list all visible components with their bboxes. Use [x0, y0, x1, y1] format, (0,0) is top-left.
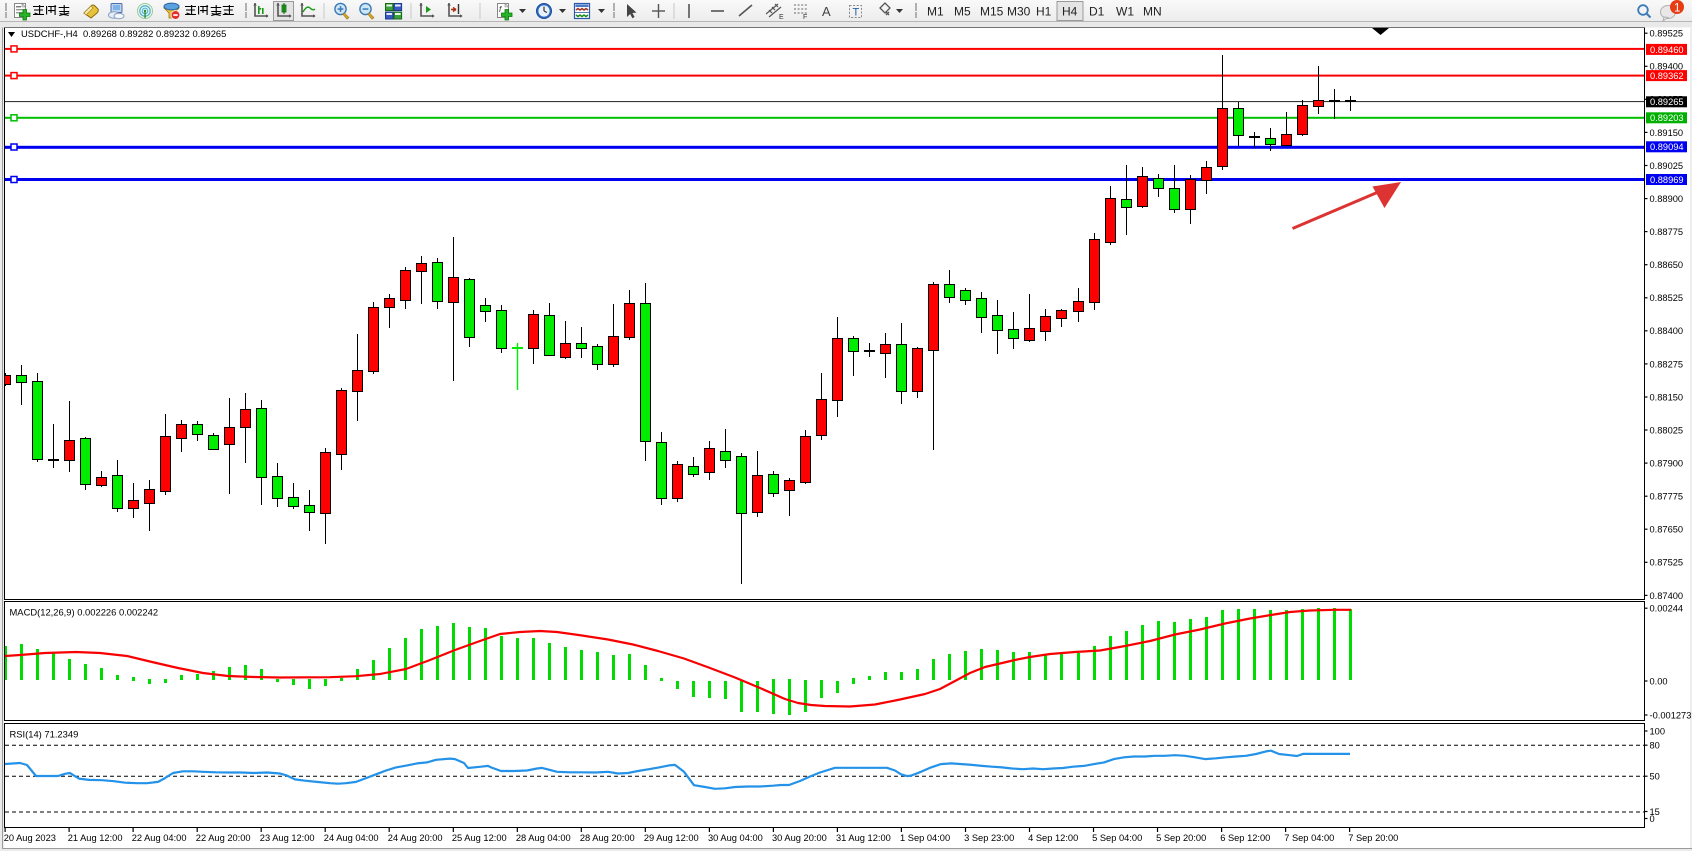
svg-text:0.87775: 0.87775	[1650, 492, 1684, 502]
svg-text:28 Aug 20:00: 28 Aug 20:00	[580, 833, 635, 843]
svg-text:MACD(12,26,9) 0.002226 0.00224: MACD(12,26,9) 0.002226 0.002242	[10, 607, 159, 618]
svg-text:20 Aug 2023: 20 Aug 2023	[4, 833, 56, 843]
svg-text:5 Sep 20:00: 5 Sep 20:00	[1156, 833, 1206, 843]
svg-text:USDCHF-,H4 0.89268 0.89282 0.: USDCHF-,H4 0.89268 0.89282 0.89232 0.892…	[21, 28, 226, 39]
svg-text:M15: M15	[980, 5, 1004, 19]
svg-text:D1: D1	[1089, 5, 1105, 19]
svg-text:5 Sep 04:00: 5 Sep 04:00	[1092, 833, 1142, 843]
svg-text:25 Aug 12:00: 25 Aug 12:00	[452, 833, 507, 843]
svg-text:1: 1	[1674, 3, 1680, 15]
svg-text:0.89025: 0.89025	[1650, 161, 1684, 171]
svg-text:0.87900: 0.87900	[1650, 459, 1684, 469]
svg-text:0.88650: 0.88650	[1650, 260, 1684, 270]
svg-text:0.87400: 0.87400	[1650, 591, 1684, 601]
svg-text:0.88400: 0.88400	[1650, 326, 1684, 336]
svg-text:28 Aug 04:00: 28 Aug 04:00	[516, 833, 571, 843]
svg-text:0.88275: 0.88275	[1650, 359, 1684, 369]
svg-text:0.89150: 0.89150	[1650, 128, 1684, 138]
svg-text:A: A	[822, 4, 831, 19]
svg-text:0.88775: 0.88775	[1650, 227, 1684, 237]
svg-text:80: 80	[1650, 741, 1660, 751]
svg-text:RSI(14) 71.2349: RSI(14) 71.2349	[10, 729, 79, 740]
svg-text:0.89400: 0.89400	[1650, 62, 1684, 72]
svg-text:H1: H1	[1036, 5, 1052, 19]
svg-text:0.00: 0.00	[1650, 676, 1668, 686]
svg-text:24 Aug 20:00: 24 Aug 20:00	[388, 833, 443, 843]
svg-text:M5: M5	[954, 5, 971, 19]
svg-text:15: 15	[1650, 807, 1660, 817]
svg-text:0.89525: 0.89525	[1650, 29, 1684, 39]
svg-text:0.87650: 0.87650	[1650, 525, 1684, 535]
svg-text:0.89362: 0.89362	[1650, 71, 1684, 81]
svg-text:23 Aug 12:00: 23 Aug 12:00	[260, 833, 315, 843]
svg-text:0.88900: 0.88900	[1650, 194, 1684, 204]
svg-text:22 Aug 04:00: 22 Aug 04:00	[132, 833, 187, 843]
svg-text:100: 100	[1650, 726, 1666, 736]
svg-text:-0.001273: -0.001273	[1650, 710, 1692, 720]
svg-text:F: F	[803, 14, 807, 21]
svg-text:0.88525: 0.88525	[1650, 293, 1684, 303]
svg-text:1 Sep 04:00: 1 Sep 04:00	[900, 833, 950, 843]
svg-text:0.88025: 0.88025	[1650, 425, 1684, 435]
svg-text:4 Sep 12:00: 4 Sep 12:00	[1028, 833, 1078, 843]
svg-text:E: E	[779, 14, 784, 21]
svg-text:31 Aug 12:00: 31 Aug 12:00	[836, 833, 891, 843]
svg-text:T: T	[853, 7, 860, 19]
svg-text:7 Sep 04:00: 7 Sep 04:00	[1284, 833, 1334, 843]
svg-text:H4: H4	[1062, 5, 1078, 19]
svg-text:22 Aug 20:00: 22 Aug 20:00	[196, 833, 251, 843]
svg-text:30 Aug 04:00: 30 Aug 04:00	[708, 833, 763, 843]
svg-text:6 Sep 12:00: 6 Sep 12:00	[1220, 833, 1270, 843]
svg-text:0.88150: 0.88150	[1650, 392, 1684, 402]
svg-text:24 Aug 04:00: 24 Aug 04:00	[324, 833, 379, 843]
svg-text:30 Aug 20:00: 30 Aug 20:00	[772, 833, 827, 843]
svg-text:50: 50	[1650, 772, 1660, 782]
svg-text:7 Sep 20:00: 7 Sep 20:00	[1348, 833, 1398, 843]
svg-text:29 Aug 12:00: 29 Aug 12:00	[644, 833, 699, 843]
svg-text:M1: M1	[927, 5, 944, 19]
svg-text:0.89203: 0.89203	[1650, 113, 1684, 123]
svg-text:0.00244: 0.00244	[1650, 604, 1684, 614]
svg-text:0: 0	[1650, 814, 1655, 824]
svg-text:0.87525: 0.87525	[1650, 558, 1684, 568]
svg-text:M30: M30	[1007, 5, 1031, 19]
svg-text:MN: MN	[1143, 5, 1162, 19]
svg-text:f: f	[499, 5, 502, 14]
svg-text:21 Aug 12:00: 21 Aug 12:00	[68, 833, 123, 843]
svg-text:0.89265: 0.89265	[1650, 97, 1684, 107]
svg-text:3 Sep 23:00: 3 Sep 23:00	[964, 833, 1014, 843]
svg-text:W1: W1	[1116, 5, 1134, 19]
svg-text:0.88969: 0.88969	[1650, 175, 1684, 185]
svg-text:0.89094: 0.89094	[1650, 142, 1684, 152]
svg-text:0.89460: 0.89460	[1650, 45, 1684, 55]
